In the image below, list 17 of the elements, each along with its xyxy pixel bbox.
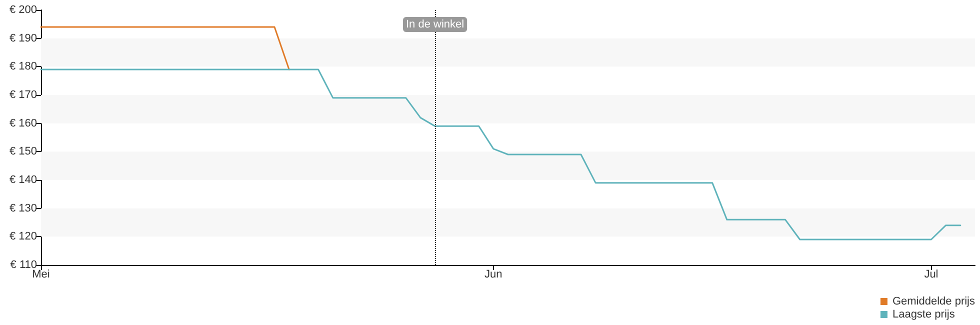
y-tick-label: € 140 bbox=[9, 174, 37, 186]
y-tick-label: € 200 bbox=[9, 4, 37, 16]
x-tick-label: Jul bbox=[924, 268, 938, 280]
x-tick-label: Jun bbox=[484, 268, 502, 280]
y-tick-label: € 170 bbox=[9, 89, 37, 101]
y-tick-label: € 150 bbox=[9, 146, 37, 158]
x-tick-label: Mei bbox=[32, 268, 50, 280]
legend-label: Gemiddelde prijs bbox=[892, 296, 976, 308]
y-tick-label: € 110 bbox=[10, 259, 37, 271]
ref-line-label: In de winkel bbox=[406, 18, 464, 30]
y-tick-label: € 130 bbox=[9, 202, 37, 214]
legend-label: Laagste prijs bbox=[892, 308, 956, 320]
y-tick-label: € 120 bbox=[9, 230, 37, 243]
y-tick-label: € 160 bbox=[9, 117, 37, 130]
line-series bbox=[40, 68, 962, 240]
y-tick-label: € 180 bbox=[9, 60, 37, 73]
y-tick-label: € 190 bbox=[9, 32, 37, 44]
